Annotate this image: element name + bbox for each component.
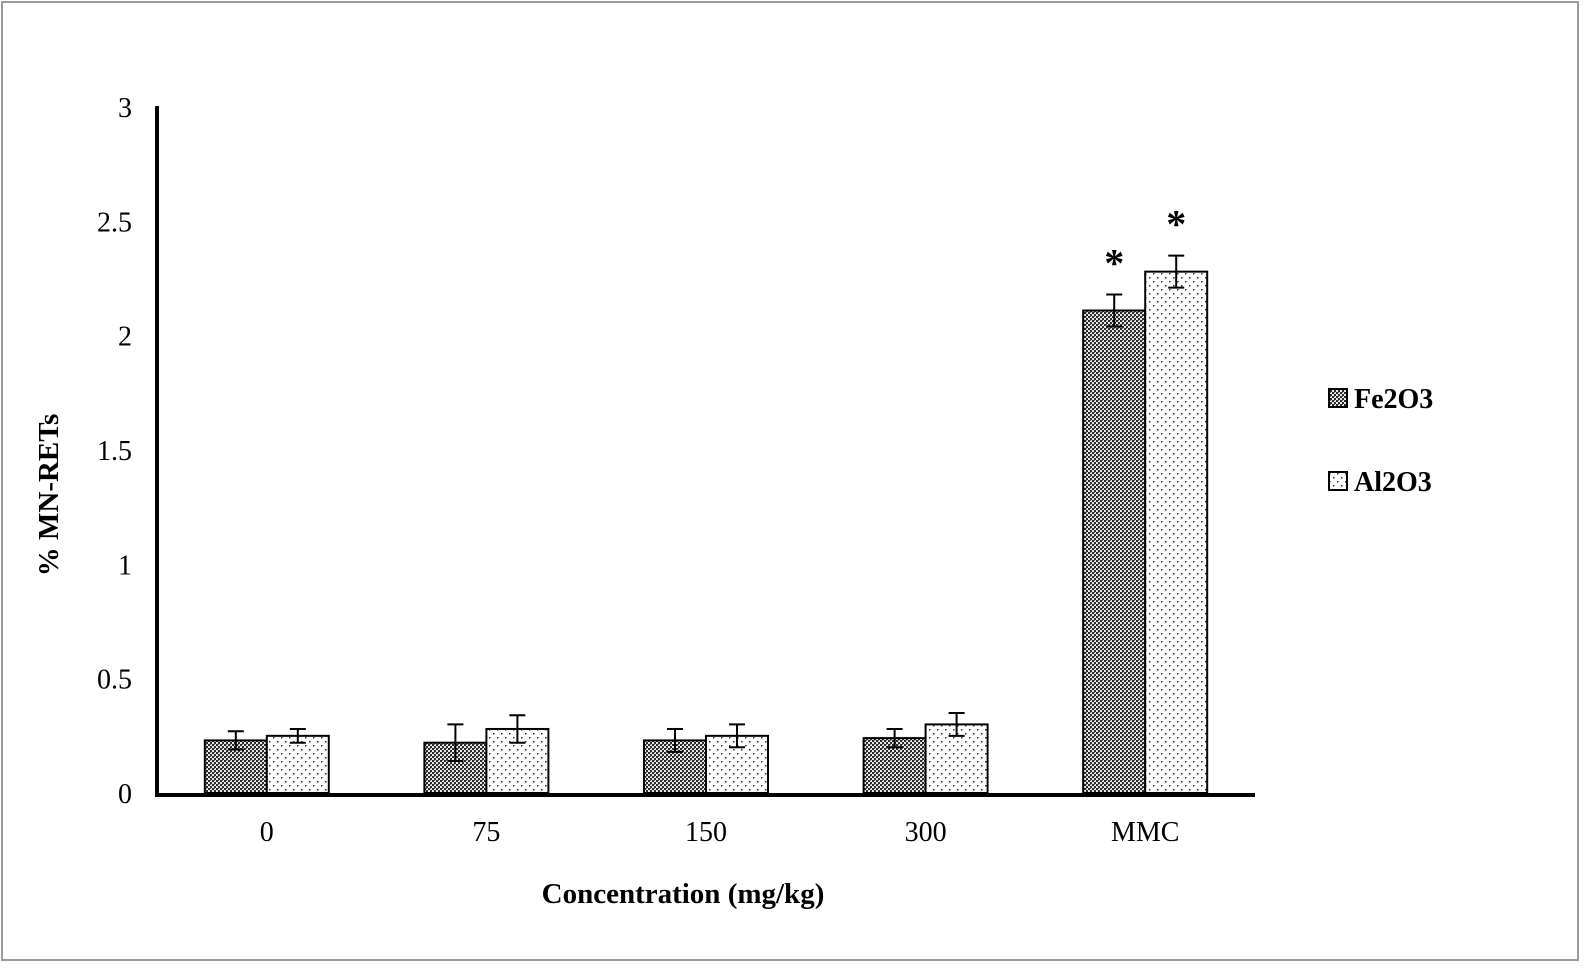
error-bar xyxy=(1168,254,1185,289)
y-axis-ticks: 0 0.5 1 1.5 2 2.5 3 xyxy=(97,93,132,810)
significance-annotations: ** xyxy=(1104,202,1186,286)
x-tick-label: 300 xyxy=(905,817,947,848)
significance-marker: * xyxy=(1104,241,1124,286)
y-tick-label: 1.5 xyxy=(97,436,132,467)
x-tick-label: 0 xyxy=(260,817,274,848)
bar-al2o3-mmc xyxy=(1144,270,1209,794)
legend: Fe2O3 Al2O3 xyxy=(1328,384,1433,498)
error-bar xyxy=(667,727,683,753)
x-tick-label: 75 xyxy=(472,817,500,848)
error-bar xyxy=(509,714,526,744)
y-tick-label: 0.5 xyxy=(97,665,132,696)
x-axis-ticks: 0 75 150 300 MMC xyxy=(260,817,1180,848)
legend-label-fe2o3: Fe2O3 xyxy=(1354,384,1433,415)
legend-swatch-al2o3 xyxy=(1328,471,1348,491)
x-tick-label: 150 xyxy=(685,817,727,848)
error-bar xyxy=(729,723,745,749)
y-tick-label: 2.5 xyxy=(97,207,132,238)
legend-label-al2o3: Al2O3 xyxy=(1354,467,1432,498)
y-axis-title: % MN-RETs xyxy=(33,414,65,576)
error-bar xyxy=(227,730,244,751)
bars xyxy=(203,270,1209,795)
error-bar xyxy=(886,727,903,749)
legend-swatch-fe2o3 xyxy=(1328,388,1348,408)
y-tick-label: 3 xyxy=(118,93,132,124)
y-tick-label: 2 xyxy=(118,322,132,353)
bar-al2o3-75 xyxy=(485,727,550,794)
error-bar xyxy=(447,723,464,762)
bar-fe2o3-mmc xyxy=(1082,309,1147,794)
error-bars xyxy=(227,254,1185,762)
bar-al2o3-0 xyxy=(265,734,330,794)
error-bar xyxy=(1106,293,1123,328)
significance-marker: * xyxy=(1166,202,1186,247)
y-tick-label: 1 xyxy=(118,550,132,581)
error-bar xyxy=(289,727,306,744)
error-bar xyxy=(948,711,965,737)
y-tick-label: 0 xyxy=(118,779,132,810)
x-axis-title: Concentration (mg/kg) xyxy=(542,878,825,910)
x-tick-label: MMC xyxy=(1111,817,1179,848)
